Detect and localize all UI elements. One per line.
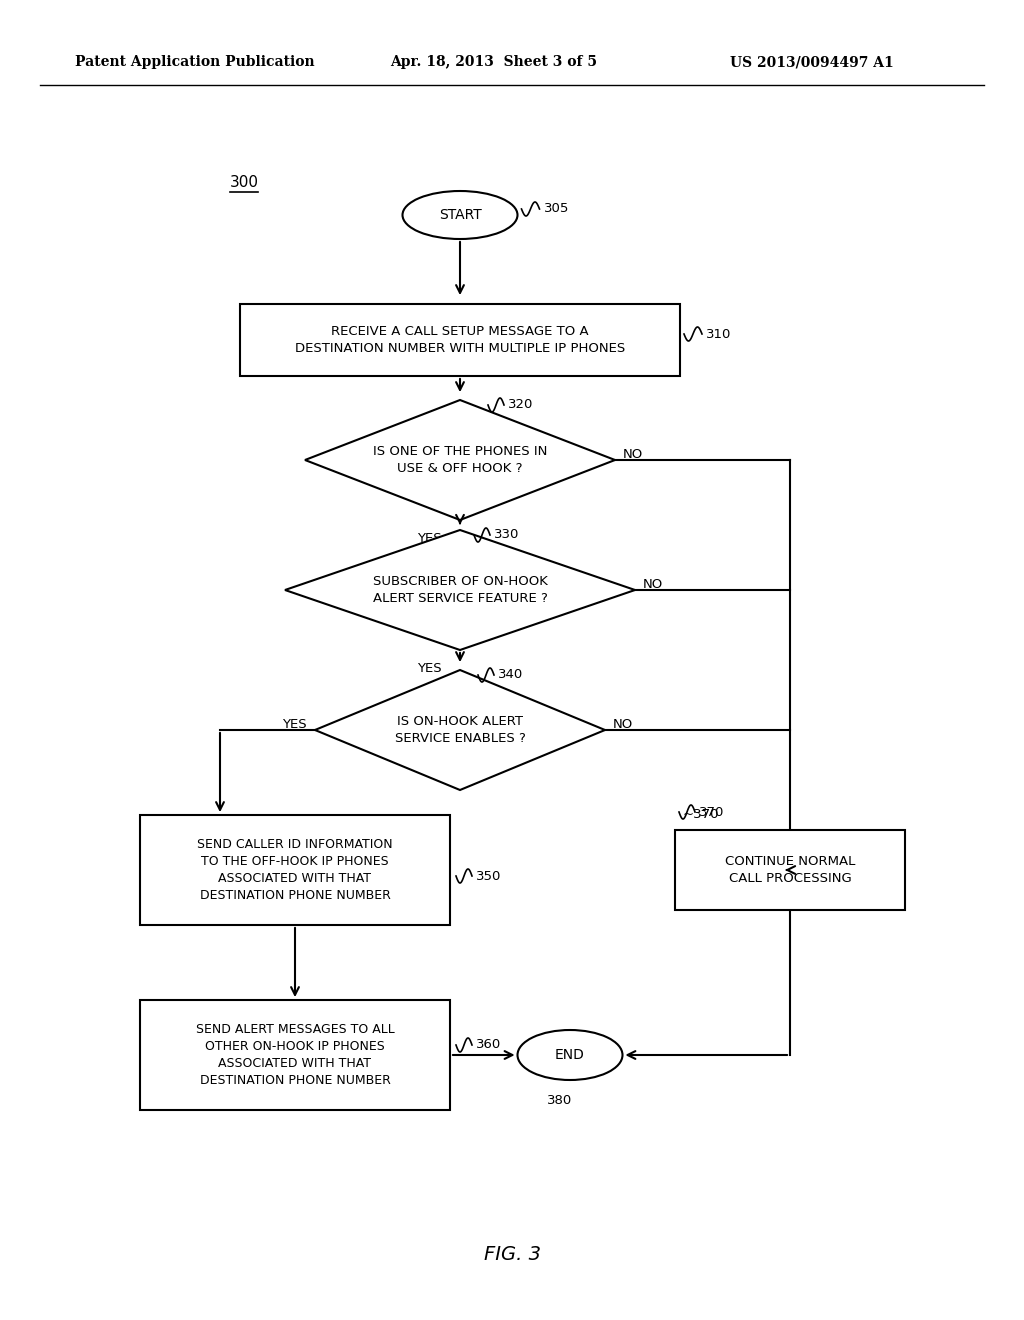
Text: 370: 370 xyxy=(699,805,724,818)
Text: START: START xyxy=(438,209,481,222)
Text: SEND CALLER ID INFORMATION
TO THE OFF-HOOK IP PHONES
ASSOCIATED WITH THAT
DESTIN: SEND CALLER ID INFORMATION TO THE OFF-HO… xyxy=(198,838,393,902)
Text: END: END xyxy=(555,1048,585,1063)
Text: 305: 305 xyxy=(544,202,569,215)
Text: RECEIVE A CALL SETUP MESSAGE TO A
DESTINATION NUMBER WITH MULTIPLE IP PHONES: RECEIVE A CALL SETUP MESSAGE TO A DESTIN… xyxy=(295,325,625,355)
Text: IS ONE OF THE PHONES IN
USE & OFF HOOK ?: IS ONE OF THE PHONES IN USE & OFF HOOK ? xyxy=(373,445,547,475)
Text: Patent Application Publication: Patent Application Publication xyxy=(75,55,314,69)
Polygon shape xyxy=(285,531,635,649)
Text: FIG. 3: FIG. 3 xyxy=(483,1246,541,1265)
Text: US 2013/0094497 A1: US 2013/0094497 A1 xyxy=(730,55,894,69)
Text: 350: 350 xyxy=(476,870,502,883)
Text: CONTINUE NORMAL
CALL PROCESSING: CONTINUE NORMAL CALL PROCESSING xyxy=(725,855,855,884)
Bar xyxy=(140,814,450,925)
Text: ~370: ~370 xyxy=(683,808,720,821)
Polygon shape xyxy=(305,400,615,520)
Text: 300: 300 xyxy=(230,176,259,190)
Ellipse shape xyxy=(402,191,517,239)
Text: 360: 360 xyxy=(476,1039,502,1052)
Text: 330: 330 xyxy=(494,528,519,541)
Text: NO: NO xyxy=(643,578,664,590)
Text: NO: NO xyxy=(623,447,643,461)
Text: 340: 340 xyxy=(498,668,523,681)
Bar xyxy=(140,1001,450,1110)
Text: SUBSCRIBER OF ON-HOOK
ALERT SERVICE FEATURE ?: SUBSCRIBER OF ON-HOOK ALERT SERVICE FEAT… xyxy=(373,576,548,605)
Text: NO: NO xyxy=(613,718,633,730)
Text: SEND ALERT MESSAGES TO ALL
OTHER ON-HOOK IP PHONES
ASSOCIATED WITH THAT
DESTINAT: SEND ALERT MESSAGES TO ALL OTHER ON-HOOK… xyxy=(196,1023,394,1086)
Text: 310: 310 xyxy=(706,327,731,341)
Text: 380: 380 xyxy=(548,1093,572,1106)
Text: YES: YES xyxy=(418,532,442,544)
Ellipse shape xyxy=(517,1030,623,1080)
Text: 320: 320 xyxy=(508,399,534,412)
Polygon shape xyxy=(315,671,605,789)
Bar xyxy=(675,830,905,909)
Bar xyxy=(240,304,680,376)
Text: YES: YES xyxy=(418,661,442,675)
Text: IS ON-HOOK ALERT
SERVICE ENABLES ?: IS ON-HOOK ALERT SERVICE ENABLES ? xyxy=(394,715,525,744)
Text: YES: YES xyxy=(283,718,307,730)
Text: Apr. 18, 2013  Sheet 3 of 5: Apr. 18, 2013 Sheet 3 of 5 xyxy=(390,55,597,69)
